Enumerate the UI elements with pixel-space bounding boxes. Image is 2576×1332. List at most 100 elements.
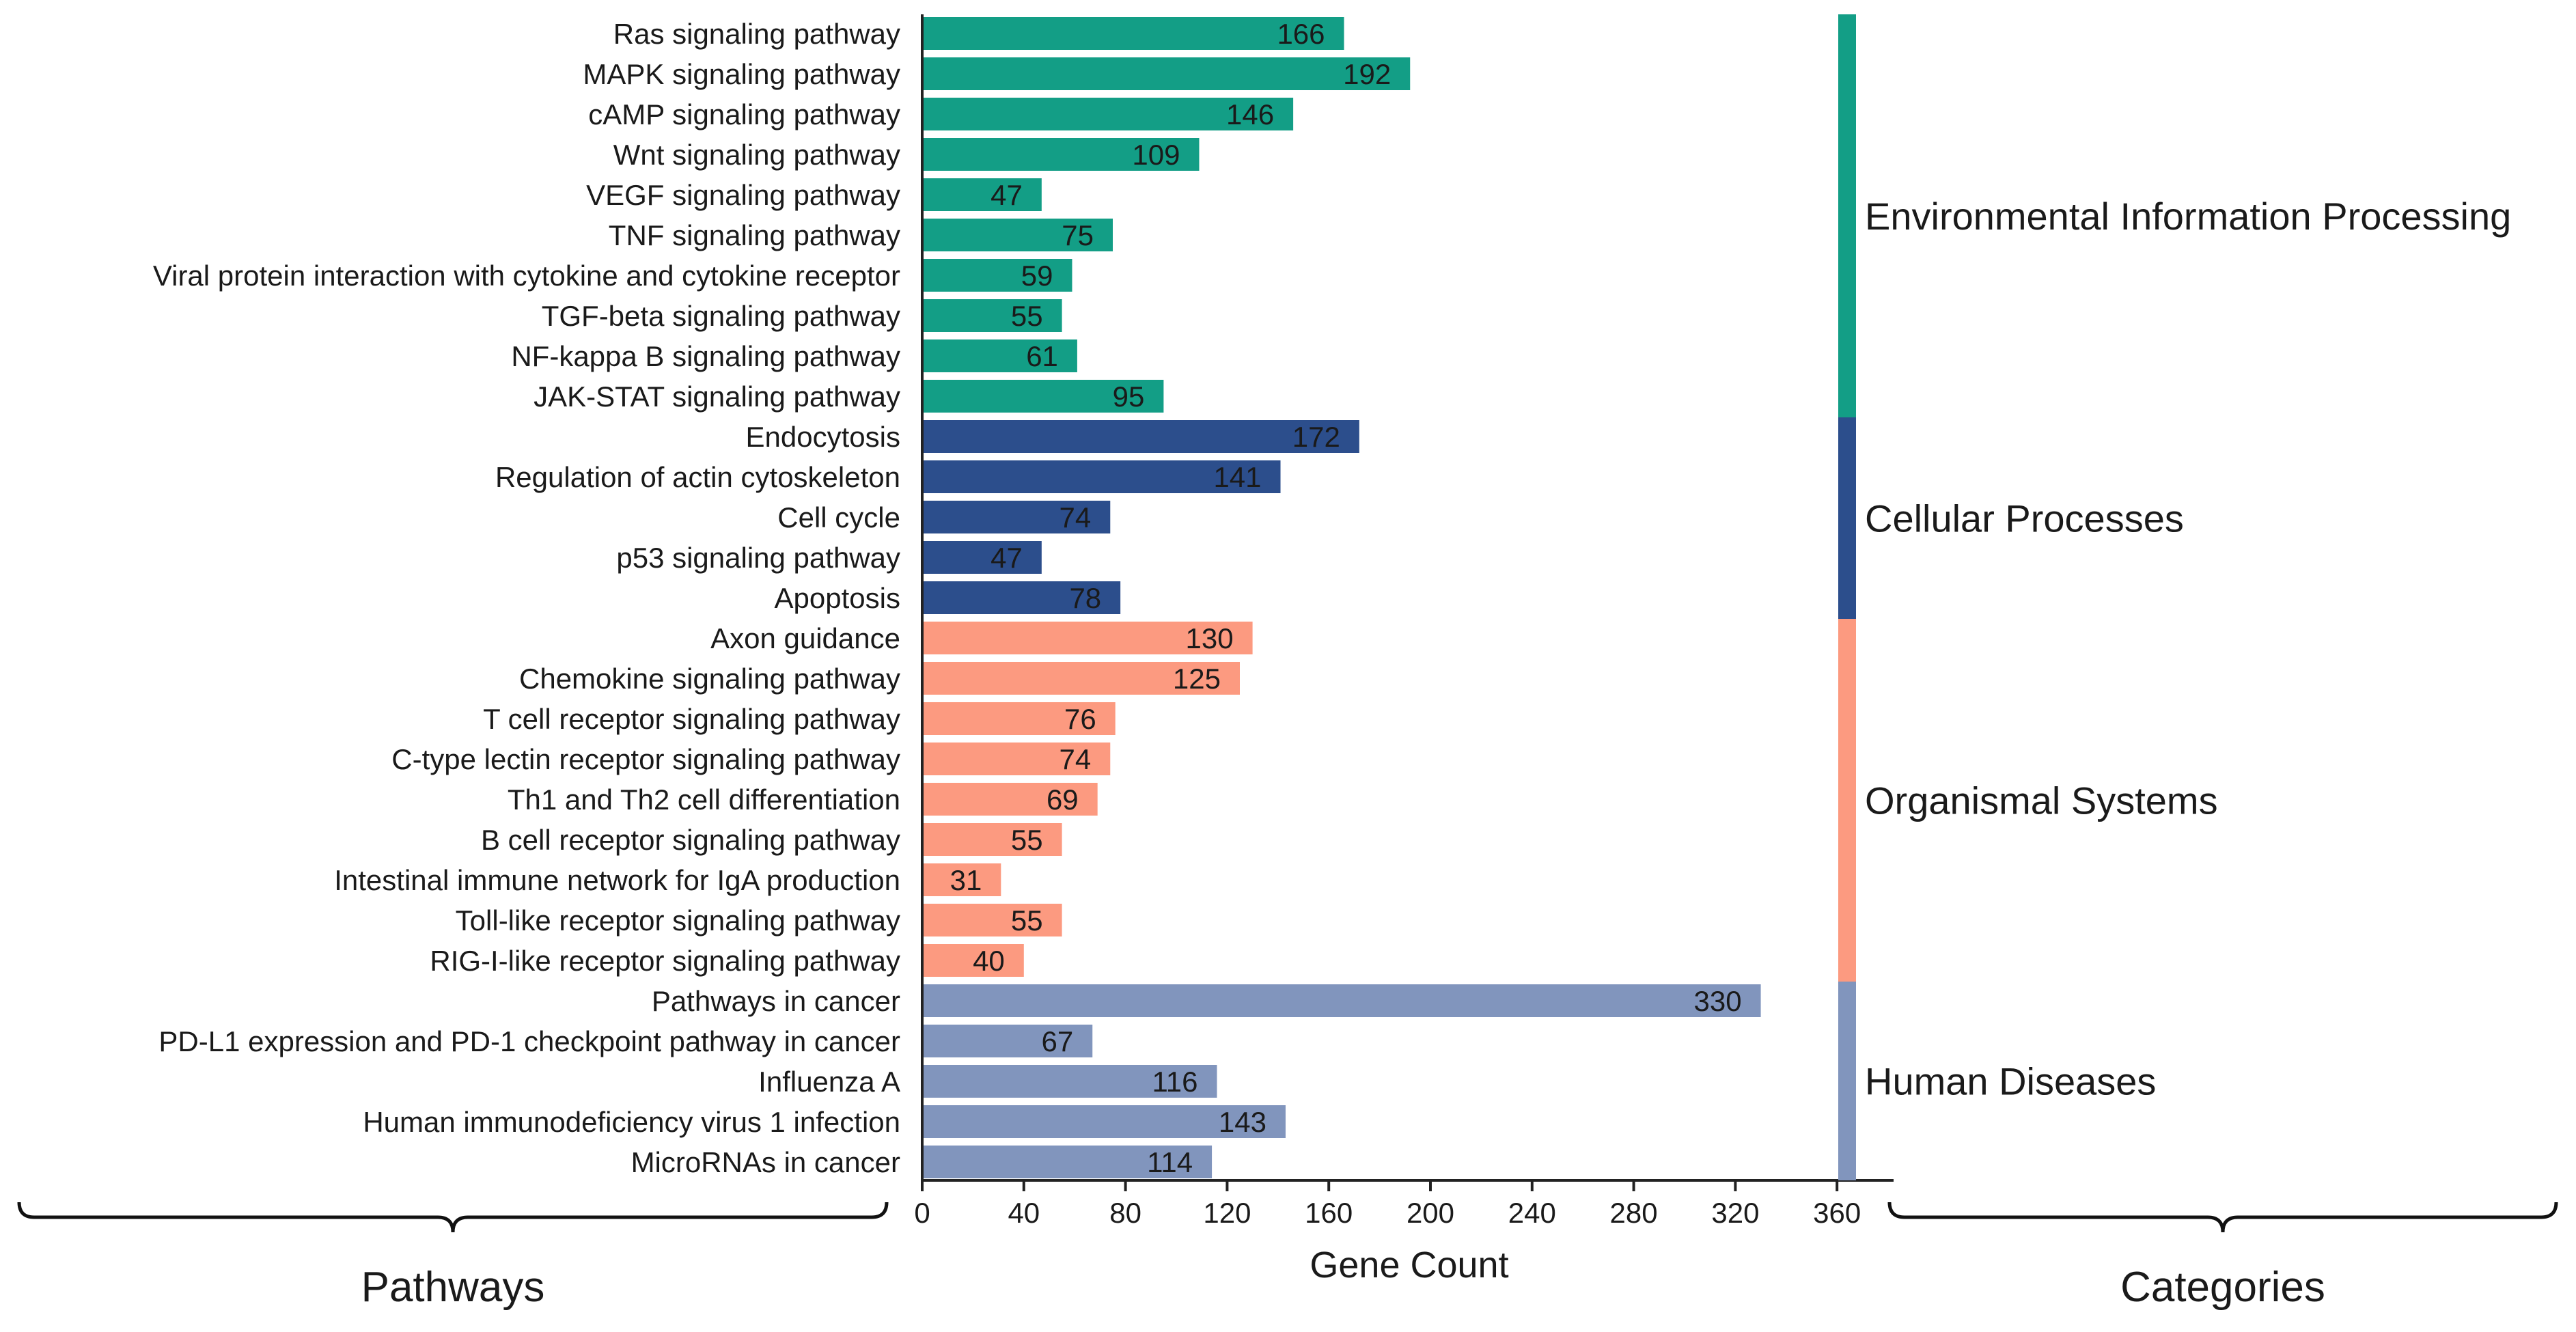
bar	[922, 98, 1294, 130]
braces-layer: Pathways Categories	[17, 1202, 2558, 1311]
bar	[922, 299, 1062, 332]
pathway-label: Wnt signaling pathway	[613, 139, 900, 171]
category-label: Organismal Systems	[1865, 779, 2218, 822]
category-strip-segment	[1838, 417, 1856, 619]
categories-brace-title: Categories	[2120, 1264, 2325, 1311]
bar-value-label: 47	[991, 542, 1023, 574]
bar-value-label: 74	[1060, 743, 1092, 775]
bar-value-label: 130	[1186, 622, 1234, 654]
pathway-label: TGF-beta signaling pathway	[542, 300, 900, 332]
pathway-label: C-type lectin receptor signaling pathway	[391, 743, 900, 775]
pathway-label: NF-kappa B signaling pathway	[511, 340, 900, 372]
pathway-label: cAMP signaling pathway	[588, 98, 900, 130]
bar-value-label: 75	[1062, 219, 1094, 251]
bar-value-label: 55	[1011, 824, 1043, 856]
pathway-label: Regulation of actin cytoskeleton	[495, 461, 900, 493]
bar-value-label: 55	[1011, 904, 1043, 936]
bar-value-label: 172	[1292, 421, 1340, 453]
x-tick-label: 40	[1008, 1197, 1040, 1229]
x-tick-label: 280	[1610, 1197, 1658, 1229]
bar	[922, 380, 1164, 413]
bar	[922, 662, 1240, 695]
pathway-label: B cell receptor signaling pathway	[481, 824, 900, 856]
bar-value-label: 330	[1694, 985, 1742, 1017]
pathway-label: Intestinal immune network for IgA produc…	[334, 864, 900, 896]
pathway-label: Axon guidance	[710, 622, 900, 654]
x-tick-label: 200	[1407, 1197, 1454, 1229]
bar-value-label: 143	[1219, 1106, 1266, 1138]
pathway-label: PD-L1 expression and PD-1 checkpoint pat…	[158, 1025, 900, 1057]
bar	[922, 339, 1077, 372]
bar	[922, 743, 1111, 775]
bar	[922, 863, 1001, 896]
pathway-label: TNF signaling pathway	[609, 219, 900, 251]
bar	[922, 581, 1121, 614]
bar-value-label: 47	[991, 179, 1023, 211]
pathway-label: Ras signaling pathway	[613, 18, 900, 50]
pathway-label: Apoptosis	[775, 582, 900, 614]
bar	[922, 702, 1116, 735]
pathway-label: JAK-STAT signaling pathway	[534, 380, 900, 413]
pathway-label: VEGF signaling pathway	[586, 179, 900, 211]
bar-value-label: 114	[1147, 1146, 1193, 1178]
pathway-label: MAPK signaling pathway	[583, 58, 900, 90]
bar	[922, 1025, 1093, 1057]
category-label: Cellular Processes	[1865, 497, 2184, 540]
bar	[922, 460, 1281, 493]
bar	[922, 17, 1344, 50]
bar-value-label: 76	[1064, 703, 1096, 735]
bar-value-label: 40	[973, 945, 1005, 977]
pathway-label: Th1 and Th2 cell differentiation	[508, 783, 900, 816]
pathways-brace-title: Pathways	[361, 1264, 545, 1311]
pathway-label: Cell cycle	[777, 501, 900, 533]
bar	[922, 420, 1359, 453]
bar	[922, 138, 1200, 171]
bar-value-label: 78	[1069, 582, 1101, 614]
bar	[922, 259, 1072, 292]
bar	[922, 823, 1062, 856]
bar-value-label: 116	[1152, 1066, 1198, 1098]
category-strip-segment	[1838, 619, 1856, 982]
bar	[922, 541, 1042, 574]
x-tick-label: 120	[1203, 1197, 1251, 1229]
pathway-label: p53 signaling pathway	[616, 542, 900, 574]
category-label: Environmental Information Processing	[1865, 195, 2511, 238]
category-strip: Environmental Information Processing Cell…	[1838, 14, 2511, 1180]
pathways-brace	[17, 1202, 889, 1233]
bar-value-label: 69	[1047, 783, 1079, 816]
bar-value-label: 95	[1113, 380, 1145, 413]
bar	[922, 783, 1098, 816]
value-labels-layer: 166 192 146 109 47 75 59 55 61 95 172 141 74 47 78 130 1…	[950, 18, 1742, 1178]
bar-value-label: 141	[1213, 461, 1261, 493]
pathway-label: Toll-like receptor signaling pathway	[456, 904, 900, 936]
bar-value-label: 67	[1042, 1025, 1074, 1057]
bar	[922, 1105, 1286, 1138]
category-strip-segment	[1838, 982, 1856, 1180]
bar	[922, 904, 1062, 936]
bar-value-label: 31	[950, 864, 982, 896]
bar-value-label: 55	[1011, 300, 1043, 332]
categories-brace	[1887, 1202, 2558, 1233]
bar	[922, 1146, 1213, 1178]
bar	[922, 622, 1253, 654]
bars-layer	[922, 17, 1761, 1178]
bar-value-label: 146	[1226, 98, 1274, 130]
pathway-label: T cell receptor signaling pathway	[483, 703, 900, 735]
bar-value-label: 125	[1173, 663, 1221, 695]
bar	[922, 219, 1113, 251]
bar	[922, 57, 1411, 90]
pathway-label: Influenza A	[758, 1066, 900, 1098]
x-tick-label: 360	[1813, 1197, 1861, 1229]
category-label: Human Diseases	[1865, 1060, 2156, 1103]
bar-value-label: 61	[1026, 340, 1058, 372]
x-tick-label: 160	[1305, 1197, 1353, 1229]
x-tick-label: 240	[1508, 1197, 1556, 1229]
bar	[922, 944, 1024, 977]
x-axis-title: Gene Count	[1310, 1245, 1508, 1286]
x-tick-label: 0	[914, 1197, 930, 1229]
bar	[922, 1065, 1217, 1098]
bar	[922, 984, 1761, 1017]
pathway-label: Endocytosis	[746, 421, 900, 453]
